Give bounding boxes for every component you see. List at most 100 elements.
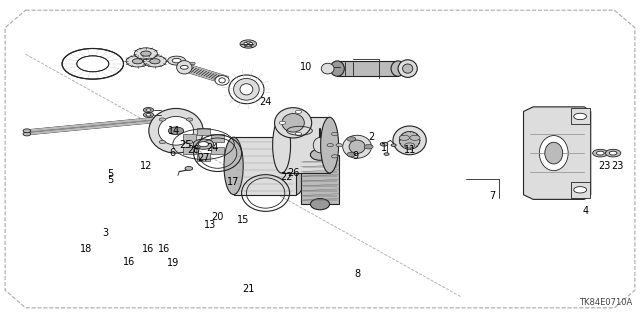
Text: 28: 28 — [187, 145, 200, 155]
Ellipse shape — [229, 75, 264, 104]
Ellipse shape — [282, 114, 305, 132]
Circle shape — [347, 152, 356, 157]
Bar — [197, 153, 210, 161]
Ellipse shape — [287, 137, 306, 195]
Text: 14: 14 — [168, 126, 180, 136]
Text: 10: 10 — [300, 62, 312, 72]
Circle shape — [168, 56, 186, 65]
Text: 5: 5 — [107, 175, 113, 185]
Circle shape — [185, 167, 193, 170]
Circle shape — [193, 139, 214, 149]
Ellipse shape — [240, 84, 253, 95]
Circle shape — [150, 59, 160, 64]
Circle shape — [244, 42, 253, 46]
Ellipse shape — [219, 78, 225, 83]
Ellipse shape — [215, 76, 229, 85]
Ellipse shape — [349, 140, 365, 153]
Text: 20: 20 — [211, 212, 224, 222]
Ellipse shape — [545, 142, 563, 164]
Text: 22: 22 — [280, 172, 293, 182]
Text: 2: 2 — [368, 132, 374, 142]
Text: 21: 21 — [242, 284, 255, 294]
Circle shape — [198, 142, 209, 147]
Bar — [282, 117, 330, 173]
Text: 4: 4 — [582, 205, 589, 216]
Ellipse shape — [314, 137, 327, 153]
Text: 26: 26 — [287, 168, 300, 178]
Circle shape — [347, 137, 356, 141]
Circle shape — [134, 48, 157, 59]
Circle shape — [180, 65, 188, 69]
Circle shape — [327, 144, 333, 147]
Text: 7: 7 — [490, 191, 496, 201]
Circle shape — [186, 118, 193, 121]
Circle shape — [126, 56, 149, 67]
Ellipse shape — [310, 149, 330, 160]
Text: 15: 15 — [237, 215, 250, 225]
Bar — [571, 108, 590, 124]
Circle shape — [77, 56, 109, 72]
Text: 9: 9 — [352, 151, 358, 161]
Circle shape — [332, 155, 338, 158]
Ellipse shape — [224, 137, 243, 195]
Ellipse shape — [177, 61, 192, 74]
Text: 16: 16 — [142, 244, 155, 255]
Ellipse shape — [310, 198, 330, 210]
Circle shape — [132, 59, 143, 64]
Circle shape — [336, 144, 342, 147]
Ellipse shape — [343, 135, 371, 158]
Circle shape — [168, 127, 184, 135]
Ellipse shape — [234, 78, 259, 100]
Bar — [183, 134, 196, 142]
Circle shape — [172, 58, 181, 63]
Circle shape — [295, 132, 301, 136]
Text: 1: 1 — [381, 143, 387, 153]
Ellipse shape — [149, 108, 204, 153]
Circle shape — [146, 114, 151, 116]
Text: 6: 6 — [170, 148, 176, 158]
Bar — [234, 137, 296, 195]
Ellipse shape — [540, 136, 568, 171]
Circle shape — [143, 112, 154, 117]
Circle shape — [384, 153, 389, 155]
Ellipse shape — [399, 131, 420, 149]
Text: 17: 17 — [227, 177, 240, 187]
Text: TK84E0710A: TK84E0710A — [579, 298, 632, 307]
Circle shape — [593, 149, 608, 157]
Circle shape — [279, 121, 285, 124]
Ellipse shape — [159, 116, 193, 145]
Circle shape — [391, 144, 396, 146]
Circle shape — [410, 135, 420, 140]
Circle shape — [159, 118, 166, 121]
Text: 23: 23 — [598, 161, 611, 171]
Text: 13: 13 — [204, 220, 216, 230]
Circle shape — [380, 142, 388, 146]
Circle shape — [605, 149, 621, 157]
Text: 25: 25 — [179, 140, 192, 150]
Circle shape — [364, 145, 373, 149]
Ellipse shape — [403, 64, 413, 73]
Circle shape — [295, 110, 301, 113]
Bar — [197, 128, 210, 135]
Text: 16: 16 — [123, 257, 136, 267]
Ellipse shape — [275, 108, 312, 138]
Circle shape — [190, 62, 195, 65]
Ellipse shape — [391, 61, 405, 76]
Text: 11: 11 — [403, 145, 416, 155]
Circle shape — [399, 135, 410, 140]
Text: 24: 24 — [206, 143, 219, 153]
Circle shape — [141, 51, 151, 56]
Text: 8: 8 — [354, 269, 360, 279]
Bar — [211, 134, 224, 142]
Text: 5: 5 — [107, 169, 113, 179]
Circle shape — [574, 187, 586, 193]
Circle shape — [62, 48, 124, 79]
Text: 24: 24 — [259, 97, 272, 107]
Circle shape — [23, 129, 31, 133]
Ellipse shape — [321, 117, 339, 173]
Circle shape — [146, 109, 151, 111]
Circle shape — [240, 40, 257, 48]
Text: 18: 18 — [80, 244, 93, 254]
Polygon shape — [524, 107, 591, 199]
Bar — [183, 147, 196, 154]
